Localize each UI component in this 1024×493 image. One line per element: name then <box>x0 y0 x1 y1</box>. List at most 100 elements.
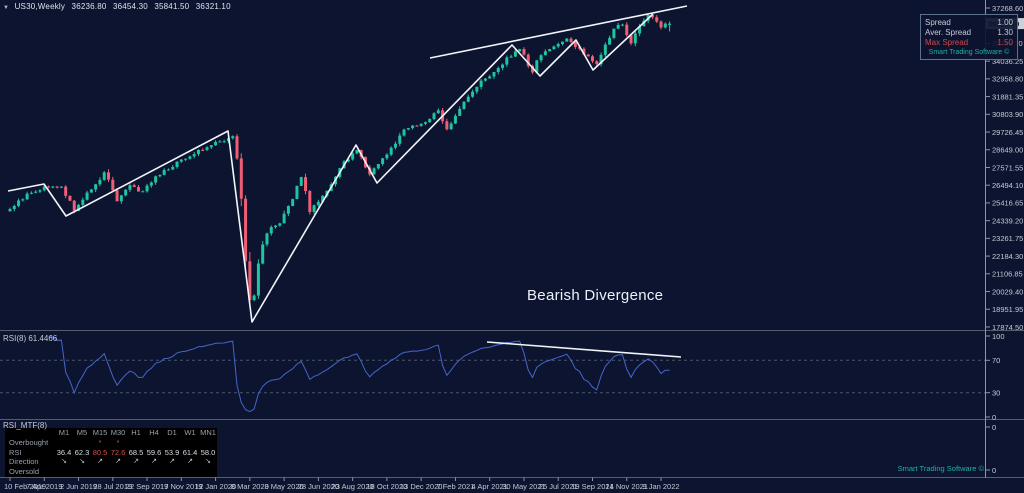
candle-body <box>119 195 123 202</box>
price-axis-label: 23261.75 <box>992 234 1023 243</box>
mtf-column-header: M5 <box>76 428 88 437</box>
candle-body <box>526 54 530 66</box>
max-spread-label: Max Spread <box>925 38 969 47</box>
candle-body <box>8 209 12 212</box>
candles-layer <box>8 14 672 305</box>
candle-body <box>496 67 500 73</box>
mtf-oversold-cell <box>181 467 199 477</box>
candle-body <box>239 158 243 199</box>
candle-body <box>539 55 543 61</box>
candle-body <box>316 201 320 206</box>
candle-body <box>304 177 308 192</box>
candle-body <box>166 169 170 171</box>
candle-body <box>299 177 303 186</box>
mtf-rsi-cell: 59.6 <box>146 447 162 457</box>
candle-body <box>218 141 222 143</box>
rsi-scale-label: 70 <box>992 356 1000 365</box>
ohlc-high: 36454.30 <box>112 2 148 11</box>
candle-body <box>128 185 132 190</box>
candle-body <box>158 174 162 177</box>
mtf-rsi-cell: 72.6 <box>110 447 126 457</box>
price-axis-label: 26494.10 <box>992 181 1023 190</box>
mtf-rsi-cell: 53.9 <box>164 447 180 457</box>
candle-body <box>21 199 25 201</box>
candle-body <box>25 193 29 200</box>
mtf-column-header: MN1 <box>200 428 216 437</box>
candle-body <box>265 233 269 245</box>
candle-body <box>256 263 260 296</box>
time-axis-label: 12 Jan 2020 <box>195 482 236 491</box>
collapse-triangle-icon[interactable]: ▼ <box>3 5 10 11</box>
price-axis-label: 18951.95 <box>992 305 1023 314</box>
rsi-indicator-label: RSI(8) 61.4466 <box>3 334 58 343</box>
candle-body <box>428 118 432 123</box>
candle-body <box>312 205 316 212</box>
candle-body <box>608 37 612 45</box>
price-axis-label: 32958.80 <box>992 75 1023 84</box>
symbol-info-bar[interactable]: ▼ US30,Weekly 36236.80 36454.30 35841.50… <box>3 2 235 11</box>
price-axis-label: 31881.35 <box>992 92 1023 101</box>
candle-body <box>107 172 111 180</box>
mtf-direction-cell: ↗ <box>187 458 193 466</box>
mtf-rsi-cell: 80.5 <box>92 447 108 457</box>
mtf-row-label: RSI <box>9 447 22 457</box>
watermark-text: Smart Trading Software © <box>897 464 984 473</box>
candle-body <box>423 122 427 124</box>
candle-body <box>111 179 115 191</box>
candle-body <box>582 48 586 55</box>
trendlines-layer[interactable] <box>7 5 688 358</box>
candle-body <box>196 149 200 155</box>
mtf-direction-cell: ↗ <box>97 458 103 466</box>
candle-body <box>552 46 556 50</box>
time-axis-label: 23 Aug 2020 <box>332 482 374 491</box>
mtf-column-header: M30 <box>110 428 126 437</box>
mtf-oversold-cell <box>199 467 217 477</box>
rsi-scale-label: 30 <box>992 389 1000 398</box>
candle-body <box>308 191 312 212</box>
mtf-direction-cell: ↘ <box>61 458 67 466</box>
candle-body <box>458 108 462 116</box>
candle-body <box>154 176 158 183</box>
candle-body <box>81 199 85 205</box>
candle-body <box>531 65 535 73</box>
candle-body <box>475 86 479 92</box>
candle-body <box>522 49 526 55</box>
candle-body <box>385 154 389 159</box>
candle-body <box>595 61 599 65</box>
candle-body <box>372 168 376 175</box>
time-axis-label: 10 Feb 2019 <box>4 482 46 491</box>
mtf-overbought-cell <box>163 438 181 448</box>
candle-body <box>231 136 235 139</box>
mtf-direction-cell: ↗ <box>169 458 175 466</box>
candle-body <box>659 21 663 28</box>
rsi-mtf-indicator-label: RSI_MTF(8) <box>3 421 47 430</box>
candle-body <box>432 113 436 119</box>
candle-body <box>132 185 136 187</box>
avg-spread-label: Aver. Spread <box>925 28 972 37</box>
candle-body <box>625 24 629 36</box>
candle-body <box>462 101 466 109</box>
candle-body <box>102 172 106 180</box>
max-spread-value: 1.50 <box>997 38 1013 47</box>
candle-body <box>629 35 633 44</box>
candle-body <box>55 186 59 188</box>
time-axis-label: 30 May 2021 <box>502 482 545 491</box>
mtf-rsi-cell: 58.0 <box>200 447 216 457</box>
candle-body <box>436 110 440 114</box>
time-axis-label: 3 May 2020 <box>265 482 304 491</box>
candle-body <box>406 128 410 130</box>
candle-body <box>411 125 415 129</box>
time-axis-label: 28 Jun 2020 <box>298 482 339 491</box>
candle-body <box>136 186 140 192</box>
mtf-column-header: W1 <box>184 428 196 437</box>
mtf-overbought-cell <box>127 438 145 448</box>
candle-body <box>149 182 153 186</box>
candle-body <box>543 51 547 56</box>
candle-body <box>466 96 470 102</box>
price-axis-label: 30803.90 <box>992 110 1023 119</box>
candle-body <box>501 64 505 68</box>
time-axis-label: 22 Sep 2019 <box>126 482 169 491</box>
candle-body <box>252 295 256 301</box>
